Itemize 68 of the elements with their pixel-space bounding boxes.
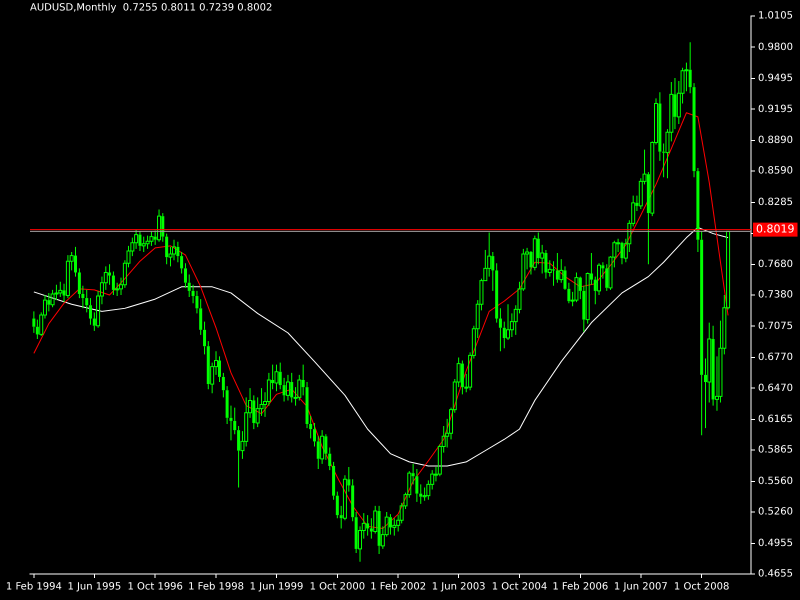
y-tick-label: 0.5865	[758, 444, 794, 456]
x-tick-label: 1 Jun 1999	[250, 582, 304, 593]
candlestick	[313, 422, 316, 448]
y-tick-label: 0.8890	[758, 134, 794, 146]
x-tick-label: 1 Jun 1995	[67, 582, 122, 593]
candlestick	[229, 405, 232, 441]
x-tick-label: 1 Feb 2002	[370, 582, 426, 593]
candlestick	[332, 461, 336, 500]
x-tick-label: 1 Jun 2003	[432, 582, 486, 593]
candlestick	[567, 282, 570, 304]
y-tick-label: 0.7075	[758, 320, 794, 332]
candlestick	[252, 394, 256, 430]
ref-line-label: 0.8019	[756, 222, 795, 236]
candlestick	[282, 377, 286, 402]
candlestick	[149, 231, 154, 246]
x-tick-label: 1 Oct 2000	[310, 582, 366, 593]
candlestick	[290, 372, 294, 404]
candlestick	[146, 235, 150, 250]
candlestick	[88, 298, 92, 326]
y-tick-label: 1.0105	[758, 10, 794, 22]
candlestick	[47, 292, 50, 312]
candlestick	[302, 364, 305, 396]
chart-title: AUDUSD,Monthly 0.7255 0.8011 0.7239 0.8002	[30, 2, 272, 14]
y-tick-label: 0.5260	[758, 506, 794, 518]
y-tick-label: 0.9495	[758, 73, 794, 84]
x-tick-label: 1 Oct 2004	[492, 582, 548, 593]
candlestick	[552, 260, 556, 286]
candlestick	[237, 426, 240, 488]
candlestick	[286, 374, 290, 401]
candlestick	[316, 436, 320, 470]
candlestick	[192, 284, 195, 304]
candlestick	[108, 264, 112, 286]
y-tick-label: 0.8285	[758, 196, 794, 208]
candlestick	[138, 231, 142, 252]
candlestick	[206, 340, 210, 390]
y-tick-label: 0.6770	[758, 352, 794, 364]
x-tick-label: 1 Feb 1994	[6, 582, 62, 593]
candlestick	[218, 356, 222, 383]
candlestick	[157, 209, 162, 242]
candlestick	[366, 514, 370, 536]
y-tick-label: 0.7680	[758, 258, 794, 270]
y-tick-label: 0.9195	[758, 104, 794, 115]
y-tick-label: 0.4955	[758, 538, 794, 549]
y-tick-label: 0.6165	[758, 414, 794, 425]
candlestick	[203, 321, 206, 355]
y-tick-label: 0.9800	[758, 42, 794, 53]
y-tick-label: 0.7380	[758, 290, 794, 301]
x-tick-label: 1 Feb 2006	[552, 582, 608, 593]
candlestick	[142, 236, 146, 252]
candlestick	[392, 518, 396, 536]
candlestick	[274, 364, 278, 392]
x-tick-label: 1 Oct 1996	[127, 582, 183, 593]
x-tick-label: 1 Oct 2008	[674, 582, 730, 593]
y-tick-label: 0.6470	[758, 382, 794, 394]
candlestick	[85, 289, 88, 313]
candlestick	[498, 308, 502, 352]
y-tick-label: 0.5560	[758, 476, 794, 487]
candlestick	[460, 360, 464, 395]
candlestick	[112, 270, 115, 296]
candlestick	[278, 362, 282, 390]
y-tick-label: 0.8590	[758, 166, 794, 177]
x-tick-label: 1 Feb 1998	[188, 582, 244, 593]
candlestick	[415, 468, 418, 502]
candlestick	[692, 82, 696, 178]
candlestick	[58, 281, 62, 298]
x-tick-label: 1 Jun 2007	[614, 582, 668, 593]
candlestick	[688, 42, 692, 94]
y-tick-label: 0.4655	[758, 568, 794, 580]
